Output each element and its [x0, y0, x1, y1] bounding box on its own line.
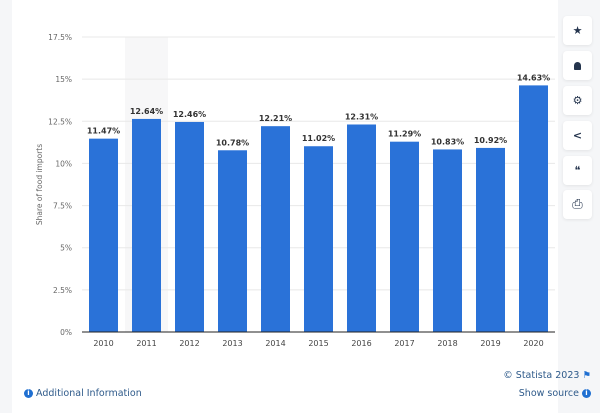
y-tick-label: 15%: [55, 75, 72, 84]
x-tick-label: 2010: [93, 339, 113, 348]
y-tick-label: 10%: [55, 159, 72, 168]
data-label: 12.31%: [345, 112, 378, 121]
data-label: 11.02%: [302, 134, 335, 143]
bar: [304, 146, 333, 332]
additional-information-link[interactable]: i Additional Information: [24, 388, 142, 399]
x-tick-label: 2020: [523, 339, 543, 348]
bar-chart: 0% 2.5% 5% 7.5% 10% 12.5% 15% 17.5% Share of foo…: [35, 33, 555, 348]
y-tick-label: 2.5%: [53, 286, 72, 295]
bar: [175, 121, 204, 333]
y-tick-label: 7.5%: [53, 202, 72, 211]
bar: [347, 124, 376, 332]
bar: [261, 126, 290, 332]
gear-icon: ⚙: [572, 94, 583, 107]
y-tick-label: 0%: [60, 328, 72, 337]
data-label: 10.83%: [431, 137, 464, 146]
x-tick-label: 2013: [222, 339, 242, 348]
copyright-label: © Statista 2023: [503, 370, 580, 381]
data-label: 10.78%: [216, 138, 249, 147]
bell-icon: [574, 61, 581, 70]
x-tick-label: 2018: [437, 339, 457, 348]
x-tick-label: 2019: [480, 339, 500, 348]
info-icon: i: [582, 389, 591, 398]
x-tick-label: 2014: [265, 339, 285, 348]
data-label: 11.29%: [388, 130, 421, 139]
show-source-link[interactable]: Show source i: [519, 388, 591, 399]
bar: [390, 141, 419, 332]
y-tick-label: 12.5%: [48, 117, 72, 126]
data-label: 11.47%: [87, 127, 120, 136]
bar: [132, 118, 161, 332]
y-axis-label: Share of food imports: [35, 144, 44, 225]
data-label: 10.92%: [474, 136, 507, 145]
y-tick-label: 17.5%: [48, 33, 72, 42]
share-icon: <: [572, 129, 583, 142]
bar: [433, 149, 462, 332]
x-tick-label: 2011: [136, 339, 156, 348]
data-label: 14.63%: [517, 73, 550, 82]
show-source-label: Show source: [518, 388, 579, 399]
copyright[interactable]: © Statista 2023 ⚑: [503, 370, 591, 381]
data-label: 12.46%: [173, 110, 206, 119]
print-icon: ⎙: [572, 197, 583, 212]
star-icon: ★: [572, 24, 583, 37]
print-button[interactable]: ⎙: [563, 190, 592, 219]
bar: [218, 150, 247, 332]
bar: [519, 85, 548, 332]
y-tick-label: 5%: [60, 244, 72, 253]
cite-button[interactable]: ❝: [563, 156, 592, 185]
additional-information-label: Additional Information: [36, 388, 142, 399]
flag-icon: ⚑: [582, 370, 591, 381]
info-icon: i: [24, 389, 33, 398]
x-tick-label: 2012: [179, 339, 199, 348]
x-tick-label: 2017: [394, 339, 414, 348]
notification-button[interactable]: [563, 51, 592, 80]
bar: [476, 147, 505, 332]
star-button[interactable]: ★: [563, 16, 592, 45]
share-button[interactable]: <: [563, 121, 592, 150]
quote-icon: ❝: [574, 164, 581, 177]
data-label: 12.21%: [259, 114, 292, 123]
data-label: 12.64%: [130, 107, 163, 116]
bar: [89, 138, 118, 332]
x-tick-label: 2015: [308, 339, 328, 348]
settings-button[interactable]: ⚙: [563, 86, 592, 115]
x-tick-label: 2016: [351, 339, 371, 348]
